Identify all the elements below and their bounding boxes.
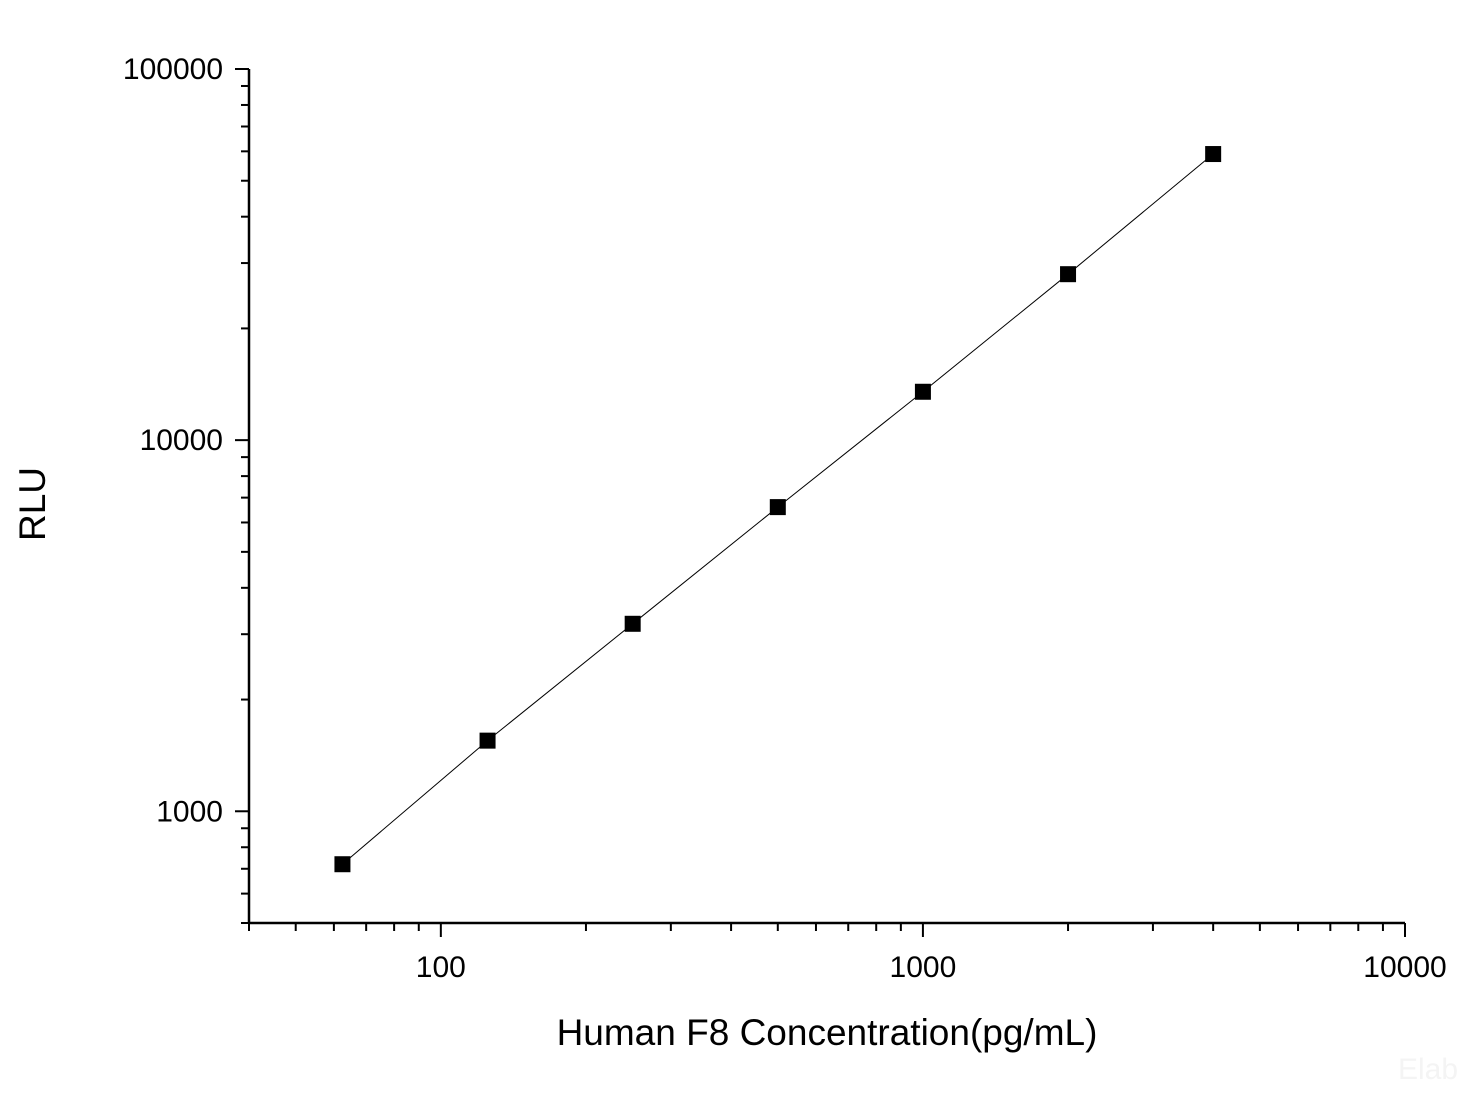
series <box>334 146 1222 873</box>
axes <box>247 69 1405 925</box>
x-tick-label: 100 <box>416 951 466 984</box>
y-tick-label: 1000 <box>156 795 223 828</box>
x-axis-title: Human F8 Concentration(pg/mL) <box>557 1012 1098 1053</box>
y-tick-label: 10000 <box>140 424 223 457</box>
y-tick-label: 100000 <box>123 53 223 86</box>
data-point <box>624 615 641 632</box>
data-point <box>1060 266 1077 283</box>
data-point <box>914 383 931 400</box>
data-point <box>334 856 351 873</box>
data-point <box>1205 146 1222 163</box>
x-tick-label: 10000 <box>1363 951 1446 984</box>
x-tick-label: 1000 <box>890 951 957 984</box>
ticks: 100 1000 10000 1000 10000 100000 <box>123 53 1447 984</box>
data-point <box>769 499 786 516</box>
y-axis-title: RLU <box>12 467 53 541</box>
data-point <box>479 732 496 749</box>
watermark: Elab <box>1398 1053 1458 1086</box>
